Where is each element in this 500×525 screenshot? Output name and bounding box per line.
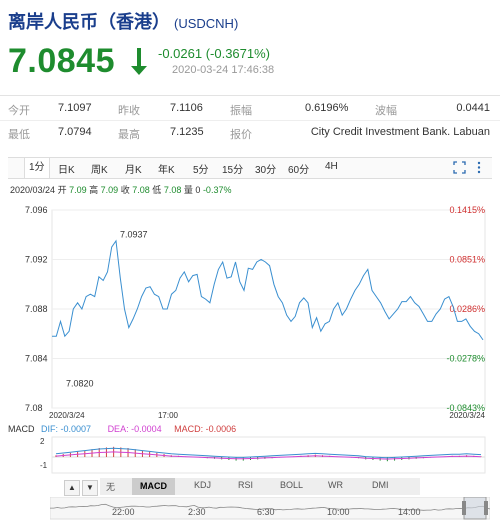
low-annotation: 7.0820 [66,378,94,388]
indicator-tabs: 无 MACD KDJ RSI BOLL WR DMI [100,478,420,495]
nav-time-label: 2:30 [188,507,206,517]
quote-value: 7.1097 [58,102,92,114]
tab-monthly[interactable]: 月K [125,165,142,176]
navigator-track [50,497,490,520]
y-tick-label: 7.088 [25,304,48,314]
indicator-kdj[interactable]: KDJ [194,480,212,490]
down-arrow-icon [129,48,149,81]
expand-icon[interactable] [453,161,466,179]
ohlc-infobar: 2020/03/24 开 7.09 高 7.09 收 7.08 低 7.08 量… [10,185,232,195]
quote-label: 波幅 [375,105,397,117]
indicator-none[interactable]: 无 [106,482,116,492]
y-tick-label: 7.084 [25,354,48,364]
page-title: 离岸人民币（香港） (USDCNH) [8,12,239,32]
scroll-down-button[interactable]: ▼ [82,480,98,496]
quote-value: 7.0794 [58,126,92,138]
x-label-start: 2020/3/24 [49,411,85,420]
nav-time-label: 22:00 [112,507,135,517]
macd-y-tick: 2 [40,437,45,446]
x-label-end: 2020/3/24 [449,411,485,420]
macd-y-tick: -1 [40,461,48,470]
quote-grid: 今开 7.1097 昨收 7.1106 振幅 0.6196% 波幅 0.0441… [0,96,500,146]
indicator-wr[interactable]: WR [328,480,343,490]
macd-dif-line [55,447,482,459]
nav-time-label: 6:30 [257,507,275,517]
quote-label: 今开 [8,105,30,117]
tab-15min[interactable]: 15分 [222,165,244,176]
quote-value: 0.6196% [305,102,349,114]
quote-source: City Credit Investment Bank. Labuan [310,126,490,138]
tab-yearly[interactable]: 年K [158,165,175,176]
pct-tick-label: -0.0843% [446,403,485,413]
navigator-series [50,503,490,511]
macd-plot-area [51,436,486,474]
tab-1min[interactable]: 1分 [24,158,50,178]
price-change: -0.0261 (-0.3671%) [158,46,271,61]
indicator-macd[interactable]: MACD [132,478,175,495]
symbol-code: (USDCNH) [174,16,239,31]
tab-5min[interactable]: 5分 [193,165,209,176]
x-label-mid: 17:00 [158,411,179,420]
divider [0,95,500,96]
quote-value: 7.1106 [170,102,203,114]
more-icon[interactable] [476,161,482,179]
nav-time-label: 14:00 [398,507,421,517]
quote-label: 昨收 [118,105,140,117]
quote-label: 报价 [230,129,252,141]
quote-label: 最低 [8,129,30,141]
navigator-handle-left [462,501,466,515]
macd-dea-line [55,451,482,460]
macd-legend: MACD DIF: -0.0007 DEA: -0.0004 MACD: -0.… [8,424,237,434]
pct-tick-label: 0.0851% [449,255,485,265]
pct-tick-label: 0.0286% [449,304,485,314]
pct-tick-label: -0.0278% [446,354,485,364]
quote-label: 最高 [118,129,140,141]
tab-4h[interactable]: 4H [325,161,338,172]
period-tabs: 1分 日K 周K 月K 年K 5分 15分 30分 60分 4H [8,157,492,179]
navigator-handle-right [484,501,488,515]
quote-value: 7.1235 [170,126,204,138]
tab-weekly[interactable]: 周K [91,165,108,176]
tab-30min[interactable]: 30分 [255,165,277,176]
price-line-chart: 7.096 0.1415% 7.092 0.0851% 7.088 0.0286% 7.08… [25,205,486,420]
y-tick-label: 7.08 [25,403,43,413]
macd-chart: 2 -1 [40,436,486,474]
indicator-boll[interactable]: BOLL [280,480,304,490]
tab-daily[interactable]: 日K [58,165,75,176]
y-tick-label: 7.092 [25,255,48,265]
quote-label: 振幅 [230,105,252,117]
y-tick-label: 7.096 [25,205,48,215]
scroll-up-button[interactable]: ▲ [64,480,80,496]
indicator-rsi[interactable]: RSI [238,480,254,490]
quote-timestamp: 2020-03-24 17:46:38 [172,64,275,76]
quote-value: 0.0441 [456,102,490,114]
range-navigator[interactable] [50,497,490,521]
indicator-dmi[interactable]: DMI [372,480,389,490]
tab-60min[interactable]: 60分 [288,165,310,176]
price-series-line [52,239,484,341]
current-price: 7.0845 [8,42,115,80]
high-annotation: 7.0937 [120,229,148,239]
navigator-time-axis: 22:00 2:30 6:30 10:00 14:00 [50,507,490,521]
pct-tick-label: 0.1415% [449,205,485,215]
nav-time-label: 10:00 [327,507,350,517]
